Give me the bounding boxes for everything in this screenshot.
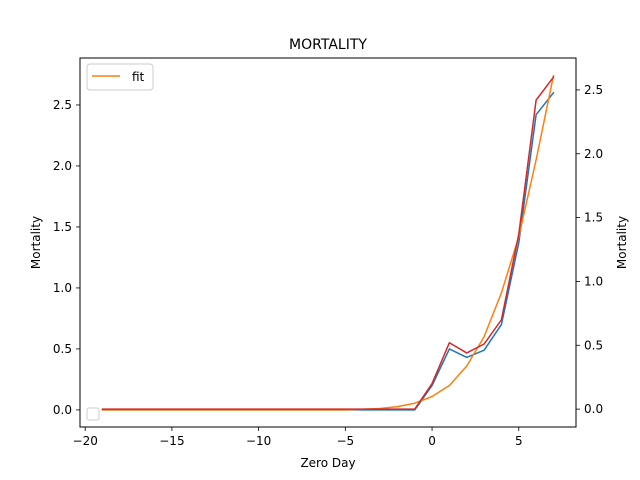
- x-tick-label: −10: [246, 434, 271, 448]
- series-line-series-3: [101, 76, 555, 410]
- y-tick-label-left: 0.0: [53, 403, 72, 417]
- ticks-layer: −20 −15 −10 −5 0 5 0.0 0.5 1.0 1.5 2.0 2.5 0.0 0.5 1.0…: [53, 83, 603, 448]
- legend-box-right-axis: [86, 407, 100, 421]
- y-tick-label-left: 2.0: [53, 159, 72, 173]
- legend-label: fit: [132, 70, 145, 84]
- y-tick-label-right: 2.0: [584, 147, 603, 161]
- y-tick-label-right: 2.5: [584, 83, 603, 97]
- y-tick-label-left: 2.5: [53, 98, 72, 112]
- x-axis-label: Zero Day: [300, 456, 355, 470]
- chart-title: MORTALITY: [289, 37, 367, 53]
- x-tick-label: −15: [159, 434, 184, 448]
- legend-box: [86, 63, 154, 91]
- legend-layer: fit: [86, 63, 154, 421]
- y-axis-label-right: Mortality: [615, 216, 629, 269]
- x-tick-label: 5: [515, 434, 523, 448]
- y-tick-label-left: 0.5: [53, 342, 72, 356]
- y-axis-label-left: Mortality: [29, 216, 43, 269]
- x-tick-label: −5: [336, 434, 354, 448]
- y-tick-label-right: 1.5: [584, 211, 603, 225]
- series-layer: [101, 74, 555, 411]
- y-tick-label-right: 0.0: [584, 402, 603, 416]
- y-tick-label-left: 1.5: [53, 220, 72, 234]
- x-tick-label: 0: [428, 434, 436, 448]
- x-tick-label: −20: [73, 434, 98, 448]
- y-tick-label-right: 1.0: [584, 274, 603, 288]
- y-tick-label-left: 1.0: [53, 281, 72, 295]
- y-tick-label-right: 0.5: [584, 338, 603, 352]
- plot-frame: [79, 57, 577, 428]
